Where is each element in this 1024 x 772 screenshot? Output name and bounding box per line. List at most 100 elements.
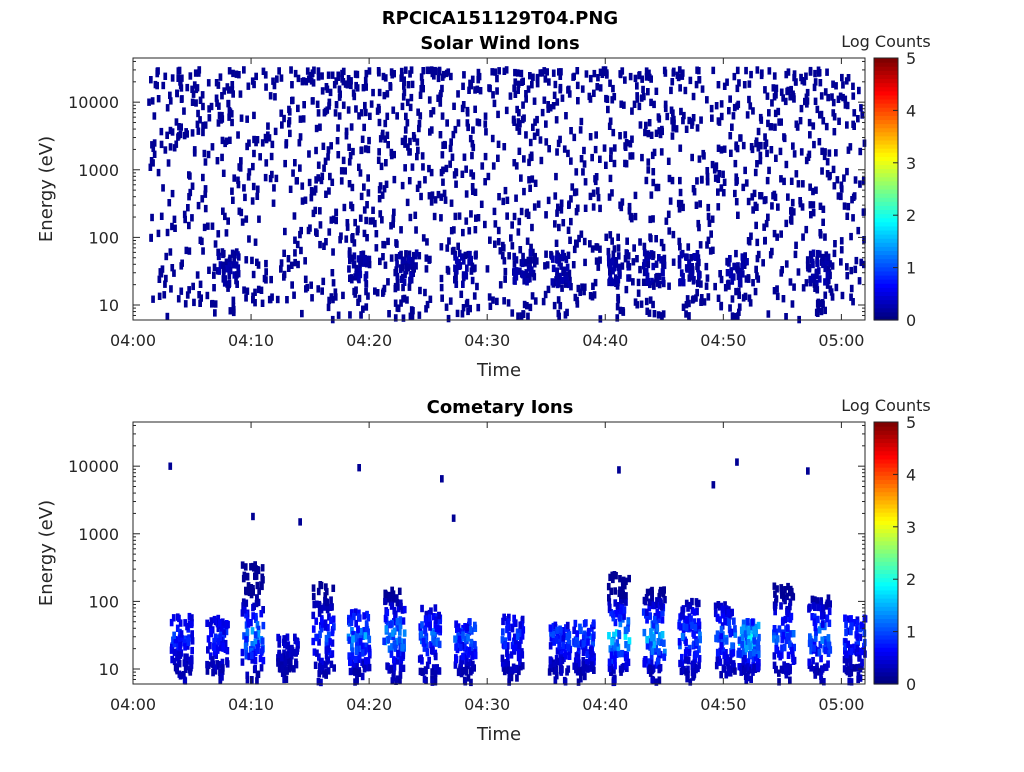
heatmap-cell (311, 637, 316, 646)
heatmap-cell (235, 271, 239, 279)
heatmap-cell (410, 163, 415, 171)
heatmap-cell (463, 623, 467, 631)
heatmap-cell (705, 178, 710, 186)
heatmap-cell (244, 611, 248, 619)
heatmap-cell (755, 160, 759, 168)
heatmap-cell (363, 273, 368, 282)
heatmap-cell (745, 111, 750, 119)
heatmap-cell (744, 644, 749, 653)
heatmap-cell (815, 286, 820, 294)
heatmap-cell (796, 180, 801, 188)
heatmap-cell (788, 676, 792, 684)
heatmap-cell (249, 619, 253, 627)
heatmap-cell (170, 74, 175, 82)
heatmap-cell (560, 276, 565, 285)
heatmap-cell (439, 214, 443, 222)
heatmap-cell (657, 272, 662, 281)
heatmap-cell (469, 638, 474, 647)
heatmap-cell (336, 124, 340, 132)
heatmap-cell (422, 644, 427, 652)
colorbar-label: Log Counts (841, 396, 931, 415)
heatmap-cell (212, 284, 216, 292)
heatmap-cell (851, 82, 855, 90)
heatmap-cell (564, 271, 568, 279)
heatmap-cell (814, 268, 819, 276)
heatmap-cell (772, 625, 777, 633)
colorbar-swatch (874, 266, 898, 272)
heatmap-cell (203, 158, 208, 166)
heatmap-cell (500, 251, 505, 260)
heatmap-cell (400, 643, 404, 652)
heatmap-cell (228, 266, 233, 275)
heatmap-cell (395, 278, 400, 287)
heatmap-cell (182, 107, 186, 115)
heatmap-cell (853, 265, 858, 274)
heatmap-cell (554, 116, 559, 124)
heatmap-cell (613, 618, 618, 627)
colorbar-tick-label: 4 (906, 101, 916, 120)
heatmap-cell (547, 78, 551, 86)
heatmap-cell (647, 309, 652, 317)
heatmap-cell (303, 196, 308, 204)
heatmap-cell (705, 172, 710, 181)
heatmap-cell (473, 226, 478, 234)
heatmap-cell (430, 668, 434, 676)
heatmap-cell (859, 104, 863, 112)
heatmap-cell (621, 308, 626, 316)
heatmap-cell (783, 615, 788, 624)
heatmap-cell (213, 309, 217, 317)
heatmap-cell (282, 249, 286, 257)
heatmap-cell (396, 283, 400, 291)
heatmap-cell (711, 66, 716, 75)
heatmap-cell (735, 102, 739, 110)
heatmap-cell (359, 146, 364, 154)
colorbar-swatch (874, 197, 898, 202)
heatmap-cell (685, 656, 690, 664)
heatmap-cell (420, 621, 424, 629)
heatmap-cell (663, 104, 668, 113)
heatmap-cell (284, 139, 289, 147)
heatmap-cell (357, 652, 362, 660)
heatmap-cell (554, 239, 559, 247)
heatmap-cell (324, 190, 328, 198)
heatmap-cell (735, 458, 739, 466)
colorbar-tick-label: 5 (906, 413, 916, 432)
heatmap-cell (763, 142, 767, 150)
heatmap-cell (613, 654, 617, 663)
heatmap-cell (706, 236, 711, 244)
heatmap-cell (690, 597, 694, 606)
heatmap-cell (444, 303, 449, 311)
heatmap-cell (231, 305, 236, 314)
colorbar-swatch (874, 532, 898, 538)
colorbar-swatch (874, 536, 898, 542)
heatmap-cell (431, 613, 436, 621)
heatmap-cell (818, 79, 823, 87)
heatmap-cell (509, 666, 514, 674)
heatmap-cell (791, 654, 795, 663)
heatmap-cell (357, 609, 361, 617)
heatmap-cell (476, 303, 481, 312)
heatmap-cell (381, 240, 385, 249)
heatmap-cell (355, 228, 360, 236)
heatmap-cell (681, 303, 686, 311)
heatmap-cell (296, 104, 300, 113)
heatmap-cell (329, 293, 334, 301)
heatmap-cell (567, 269, 572, 278)
heatmap-cell (598, 84, 603, 92)
heatmap-cell (473, 188, 478, 196)
heatmap-cell (168, 91, 172, 99)
heatmap-cell (188, 668, 193, 676)
heatmap-cell (466, 674, 471, 682)
heatmap-cell (445, 119, 449, 127)
heatmap-cell (611, 575, 615, 584)
heatmap-cell (647, 604, 652, 612)
heatmap-cell (296, 74, 301, 83)
heatmap-cell (648, 612, 652, 620)
colorbar-swatch (874, 569, 898, 575)
heatmap-cell (857, 653, 861, 661)
heatmap-cell (550, 255, 555, 263)
heatmap-cell (710, 160, 715, 169)
heatmap-cell (682, 665, 686, 674)
heatmap-cell (564, 255, 569, 264)
colorbar-swatch (874, 295, 898, 301)
